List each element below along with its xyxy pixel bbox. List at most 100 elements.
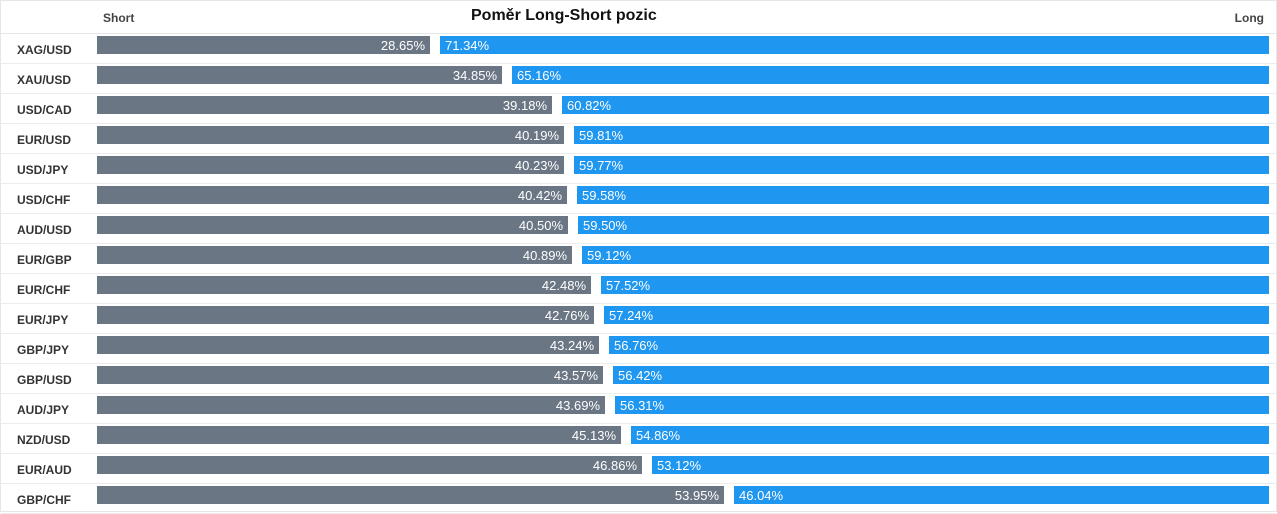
short-bar: 42.48% — [97, 276, 591, 294]
bar-row: AUD/JPY 43.69% 56.31% — [1, 393, 1276, 424]
category-label: EUR/JPY — [17, 313, 69, 327]
short-value-label: 39.18% — [502, 98, 547, 113]
long-value-label: 57.24% — [609, 308, 654, 323]
bar-row: GBP/CHF 53.95% 46.04% — [1, 483, 1276, 514]
short-value-label: 40.19% — [514, 128, 559, 143]
category-label: XAU/USD — [17, 73, 72, 87]
short-value-label: 45.13% — [571, 428, 616, 443]
short-value-label: 43.24% — [549, 338, 594, 353]
short-value-label: 40.42% — [517, 188, 562, 203]
short-bar: 40.23% — [97, 156, 564, 174]
long-bar: 56.42% — [613, 366, 1269, 384]
short-bar: 43.69% — [97, 396, 605, 414]
long-value-label: 59.81% — [579, 128, 624, 143]
short-bar: 40.42% — [97, 186, 567, 204]
long-value-label: 59.77% — [579, 158, 624, 173]
long-value-label: 60.82% — [567, 98, 612, 113]
short-value-label: 46.86% — [592, 458, 637, 473]
category-label: EUR/CHF — [17, 283, 71, 297]
long-bar: 71.34% — [440, 36, 1269, 54]
category-label: USD/JPY — [17, 163, 69, 177]
category-label: GBP/CHF — [17, 493, 71, 507]
short-bar: 39.18% — [97, 96, 552, 114]
long-value-label: 53.12% — [657, 458, 702, 473]
bar-row: USD/CHF 40.42% 59.58% — [1, 183, 1276, 214]
bar-row: GBP/JPY 43.24% 56.76% — [1, 333, 1276, 364]
short-bar: 45.13% — [97, 426, 621, 444]
bar-row: EUR/USD 40.19% 59.81% — [1, 123, 1276, 154]
chart-header: Short Poměr Long-Short pozic Long — [1, 1, 1276, 34]
long-value-label: 56.76% — [614, 338, 659, 353]
short-bar: 34.85% — [97, 66, 502, 84]
long-bar: 65.16% — [512, 66, 1269, 84]
long-bar: 59.50% — [578, 216, 1269, 234]
long-value-label: 59.58% — [582, 188, 627, 203]
short-value-label: 28.65% — [380, 38, 425, 53]
short-value-label: 40.23% — [514, 158, 559, 173]
chart-title: Poměr Long-Short pozic — [471, 7, 657, 24]
long-bar: 60.82% — [562, 96, 1269, 114]
bar-row: XAG/USD 28.65% 71.34% — [1, 33, 1276, 64]
long-value-label: 57.52% — [606, 278, 651, 293]
long-axis-label: Long — [1234, 11, 1264, 25]
short-value-label: 43.69% — [555, 398, 600, 413]
long-bar: 59.58% — [577, 186, 1269, 204]
category-label: GBP/USD — [17, 373, 72, 387]
bar-row: EUR/JPY 42.76% 57.24% — [1, 303, 1276, 334]
short-bar: 40.19% — [97, 126, 564, 144]
long-bar: 56.76% — [609, 336, 1269, 354]
category-label: NZD/USD — [17, 433, 71, 447]
bar-row: NZD/USD 45.13% 54.86% — [1, 423, 1276, 454]
category-label: GBP/JPY — [17, 343, 70, 357]
long-bar: 57.52% — [601, 276, 1269, 294]
bar-row: USD/JPY 40.23% 59.77% — [1, 153, 1276, 184]
long-value-label: 65.16% — [517, 68, 562, 83]
long-value-label: 54.86% — [636, 428, 681, 443]
short-value-label: 42.76% — [544, 308, 589, 323]
long-value-label: 46.04% — [739, 488, 784, 503]
long-bar: 59.77% — [574, 156, 1269, 174]
short-bar: 40.89% — [97, 246, 572, 264]
category-label: EUR/AUD — [17, 463, 72, 477]
short-value-label: 53.95% — [674, 488, 719, 503]
long-bar: 54.86% — [631, 426, 1269, 444]
long-value-label: 71.34% — [445, 38, 490, 53]
long-value-label: 59.50% — [583, 218, 628, 233]
short-bar: 42.76% — [97, 306, 594, 324]
bar-row: EUR/CHF 42.48% 57.52% — [1, 273, 1276, 304]
long-bar: 59.81% — [574, 126, 1269, 144]
short-bar: 40.50% — [97, 216, 568, 234]
short-value-label: 40.50% — [518, 218, 563, 233]
category-label: AUD/USD — [17, 223, 72, 237]
category-label: XAG/USD — [17, 43, 72, 57]
bar-row: XAU/USD 34.85% 65.16% — [1, 63, 1276, 94]
short-value-label: 42.48% — [541, 278, 586, 293]
short-value-label: 43.57% — [553, 368, 598, 383]
short-bar: 43.57% — [97, 366, 603, 384]
bar-row: AUD/USD 40.50% 59.50% — [1, 213, 1276, 244]
bar-row: EUR/GBP 40.89% 59.12% — [1, 243, 1276, 274]
category-label: USD/CHF — [17, 193, 71, 207]
short-bar: 46.86% — [97, 456, 642, 474]
short-bar: 28.65% — [97, 36, 430, 54]
bar-row: EUR/AUD 46.86% 53.12% — [1, 453, 1276, 484]
long-value-label: 59.12% — [587, 248, 632, 263]
long-value-label: 56.31% — [620, 398, 665, 413]
short-value-label: 34.85% — [452, 68, 497, 83]
long-bar: 57.24% — [604, 306, 1269, 324]
long-bar: 56.31% — [615, 396, 1269, 414]
short-bar: 43.24% — [97, 336, 599, 354]
category-label: EUR/GBP — [17, 253, 72, 267]
long-value-label: 56.42% — [618, 368, 663, 383]
short-value-label: 40.89% — [522, 248, 567, 263]
short-bar: 53.95% — [97, 486, 724, 504]
bar-row: USD/CAD 39.18% 60.82% — [1, 93, 1276, 124]
category-label: EUR/USD — [17, 133, 72, 147]
category-label: USD/CAD — [17, 103, 72, 117]
bar-row: GBP/USD 43.57% 56.42% — [1, 363, 1276, 394]
long-bar: 46.04% — [734, 486, 1269, 504]
short-axis-label: Short — [103, 11, 135, 25]
long-bar: 53.12% — [652, 456, 1269, 474]
category-label: AUD/JPY — [17, 403, 70, 417]
